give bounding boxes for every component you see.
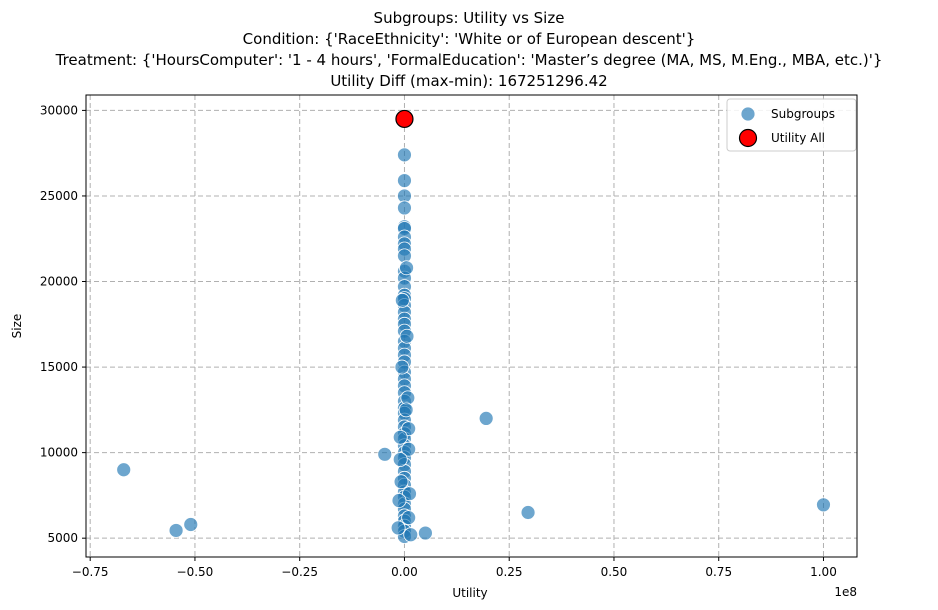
subgroup-point bbox=[183, 517, 199, 532]
y-tick-label: 30000 bbox=[40, 103, 78, 117]
legend-box bbox=[726, 98, 857, 152]
subgroup-point bbox=[397, 147, 412, 163]
y-tick-label: 5000 bbox=[47, 531, 78, 545]
plot-frame bbox=[85, 94, 858, 558]
legend: Subgroups Utility All bbox=[726, 98, 857, 152]
utility-all-point bbox=[395, 109, 414, 129]
x-tick-label: −0.50 bbox=[177, 565, 214, 579]
x-tick-label: 0.50 bbox=[601, 565, 628, 579]
grid-lines bbox=[86, 95, 857, 557]
x-tick-label: 0.25 bbox=[496, 565, 523, 579]
title-line-3: Treatment: {'HoursComputer': '1 - 4 hour… bbox=[55, 51, 883, 69]
subgroup-point bbox=[399, 260, 414, 276]
subgroup-point bbox=[418, 525, 433, 541]
subgroup-point bbox=[391, 493, 407, 508]
subgroup-point bbox=[394, 292, 410, 308]
subgroup-point bbox=[390, 520, 406, 536]
x-tick-label: 0.00 bbox=[391, 565, 418, 579]
x-tick-label: −0.75 bbox=[72, 565, 109, 579]
legend-marker-subgroups bbox=[740, 106, 756, 122]
subgroup-point bbox=[399, 328, 415, 344]
subgroup-point bbox=[816, 497, 831, 513]
legend-marker-utility-all bbox=[738, 128, 758, 148]
data-points bbox=[116, 109, 831, 544]
subgroup-point bbox=[377, 446, 393, 462]
subgroup-point bbox=[401, 510, 417, 526]
subgroup-point bbox=[520, 505, 536, 520]
y-tick-label: 20000 bbox=[40, 275, 78, 289]
x-tick-label: 1.00 bbox=[810, 565, 837, 579]
legend-label-utility-all: Utility All bbox=[771, 131, 825, 145]
legend-label-subgroups: Subgroups bbox=[771, 107, 835, 121]
subgroup-point bbox=[392, 452, 408, 467]
y-axis-label: Size bbox=[10, 314, 24, 339]
subgroup-point bbox=[116, 462, 132, 478]
title-line-4: Utility Diff (max-min): 167251296.42 bbox=[330, 72, 607, 90]
subgroup-point bbox=[392, 429, 408, 445]
x-axis-ticks: −0.75 −0.50 −0.25 0.00 0.25 0.50 0.75 1.00 bbox=[72, 557, 837, 579]
y-tick-label: 15000 bbox=[40, 360, 78, 374]
title-line-2: Condition: {'RaceEthnicity': 'White or o… bbox=[243, 30, 696, 48]
subgroup-point bbox=[394, 359, 410, 375]
subgroup-point bbox=[403, 527, 419, 543]
x-tick-label: −0.25 bbox=[281, 565, 318, 579]
subgroup-point bbox=[401, 441, 417, 457]
subgroup-point bbox=[397, 200, 412, 216]
x-axis-label: Utility bbox=[452, 586, 487, 600]
subgroup-point bbox=[397, 173, 412, 188]
x-axis-offset-label: 1e8 bbox=[834, 585, 857, 599]
title-line-1: Subgroups: Utility vs Size bbox=[374, 9, 565, 27]
subgroup-point bbox=[393, 474, 409, 490]
subgroup-point bbox=[398, 402, 414, 418]
x-tick-label: 0.75 bbox=[705, 565, 732, 579]
subgroup-point bbox=[478, 410, 494, 426]
y-tick-label: 25000 bbox=[40, 189, 78, 203]
subgroup-point bbox=[402, 486, 417, 502]
chart-title: Subgroups: Utility vs Size Condition: {'… bbox=[55, 9, 883, 90]
subgroup-point bbox=[168, 523, 184, 538]
y-tick-label: 10000 bbox=[40, 446, 78, 460]
y-axis-ticks: 5000 10000 15000 20000 25000 30000 bbox=[40, 103, 86, 545]
